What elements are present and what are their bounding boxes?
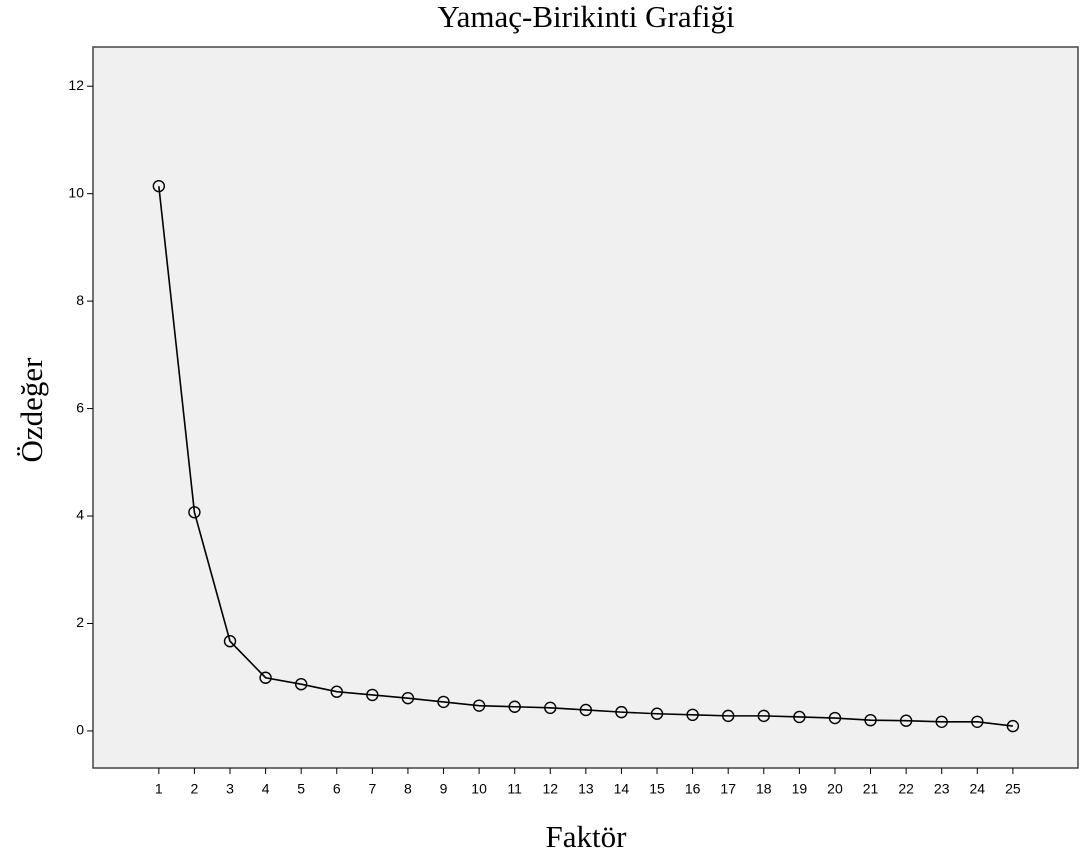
- x-tick-label: 14: [614, 781, 630, 797]
- x-tick-label: 6: [333, 781, 341, 797]
- marker: [401, 691, 415, 705]
- marker: [437, 695, 450, 709]
- marker: [508, 700, 521, 713]
- x-tick-label: 20: [827, 781, 843, 797]
- marker: [188, 506, 201, 519]
- marker: [686, 708, 699, 722]
- marker: [757, 709, 770, 723]
- x-tick-label: 11: [507, 781, 522, 797]
- x-tick-label: 18: [756, 781, 772, 797]
- x-tick-label: 17: [720, 781, 736, 797]
- marker: [294, 677, 308, 691]
- x-tick-label: 5: [297, 781, 305, 797]
- marker: [864, 713, 877, 727]
- x-tick-label: 9: [440, 781, 448, 797]
- marker: [259, 671, 272, 684]
- x-tick-label: 12: [542, 781, 558, 797]
- plot-area: [92, 46, 1079, 769]
- y-tick-label: 8: [76, 292, 84, 308]
- x-tick-label: 23: [934, 781, 950, 797]
- x-tick-label: 25: [1005, 781, 1021, 797]
- x-tick-label: 4: [262, 781, 270, 797]
- x-tick-label: 19: [792, 781, 808, 797]
- marker: [828, 711, 842, 725]
- line: [158, 186, 1013, 727]
- x-tick-label: 2: [191, 781, 199, 797]
- marker: [223, 635, 237, 648]
- x-tick-label: 1: [155, 781, 163, 797]
- x-tick-label: 21: [863, 781, 879, 797]
- y-tick-label: 10: [68, 184, 84, 200]
- marker: [579, 703, 593, 717]
- y-tick-label: 12: [68, 77, 84, 93]
- x-tick-label: 15: [649, 781, 665, 797]
- x-tick-label: 16: [685, 781, 701, 797]
- marker: [330, 685, 343, 698]
- marker: [650, 707, 664, 720]
- y-tick-label: 6: [76, 399, 84, 415]
- marker: [472, 699, 486, 712]
- marker: [793, 710, 806, 724]
- x-tick-label: 7: [368, 781, 376, 797]
- y-tick-label: 4: [76, 507, 84, 523]
- marker: [615, 705, 628, 719]
- marker: [1006, 719, 1020, 733]
- marker: [971, 715, 984, 728]
- marker: [366, 688, 379, 702]
- x-tick-label: 10: [471, 781, 487, 797]
- x-axis-label: Faktör: [546, 819, 628, 854]
- marker: [721, 709, 735, 723]
- y-tick-label: 2: [76, 614, 84, 630]
- x-tick-label: 22: [898, 781, 914, 797]
- marker: [935, 715, 948, 728]
- marker: [899, 714, 913, 727]
- y-axis-label: Özdeğer: [14, 357, 49, 463]
- x-tick-label: 13: [578, 781, 594, 797]
- x-tick-label: 3: [226, 781, 234, 797]
- x-tick-label: 24: [970, 781, 986, 797]
- chart-title: Yamaç-Birikinti Grafiği: [437, 0, 735, 34]
- marker: [152, 179, 166, 193]
- marker: [544, 701, 557, 715]
- x-tick-label: 8: [404, 781, 412, 797]
- y-tick-label: 0: [76, 722, 84, 738]
